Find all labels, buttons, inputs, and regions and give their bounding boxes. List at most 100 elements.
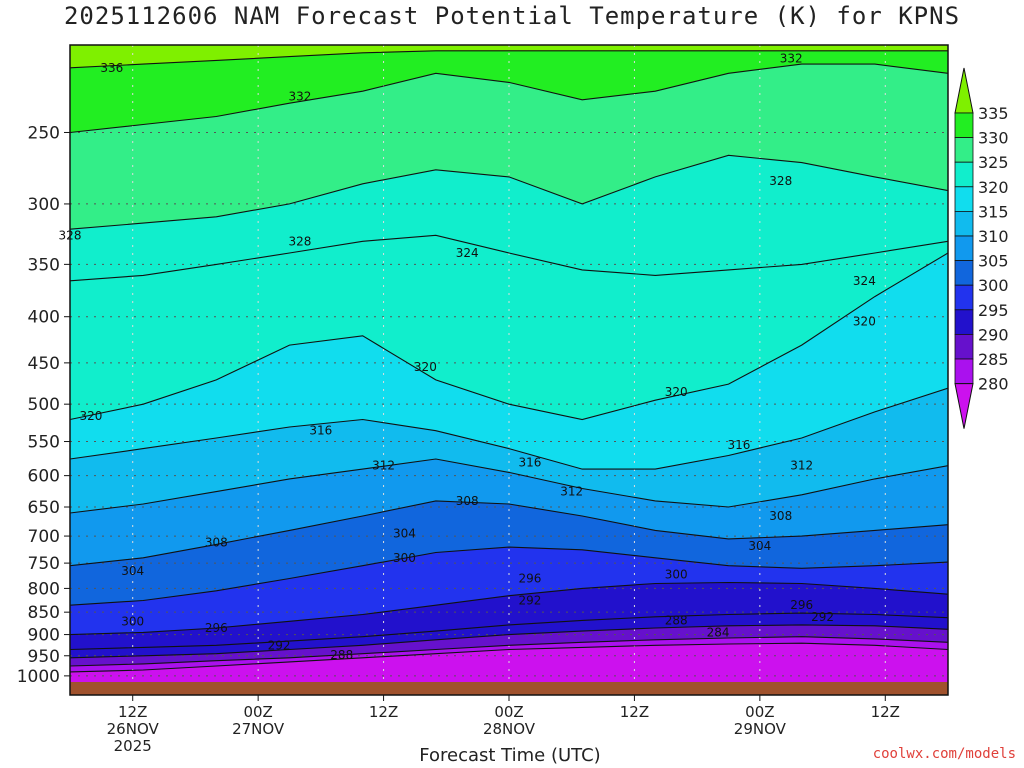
colorbar-label: 310 [978, 227, 1009, 246]
colorbar-label: 295 [978, 301, 1009, 320]
y-tick-label: 800 [28, 579, 60, 599]
colorbar-segment [954, 309, 974, 335]
contour-label: 316 [518, 455, 541, 469]
contour-label: 312 [560, 485, 583, 499]
colorbar-label: 300 [978, 276, 1009, 295]
colorbar-segment [954, 210, 974, 237]
contour-label: 332 [780, 51, 803, 65]
theta-band [70, 64, 948, 230]
x-axis-label: Forecast Time (UTC) [419, 745, 601, 766]
contour-label: 320 [853, 315, 876, 329]
x-tick-label: 12Z [620, 703, 649, 721]
colorbar-label: 290 [978, 325, 1009, 344]
x-tick-label: 26NOV [107, 720, 160, 738]
contour-label: 288 [665, 613, 688, 627]
colorbar-segment [954, 260, 974, 286]
contour-label: 284 [707, 625, 730, 639]
x-tick-label: 28NOV [483, 720, 536, 738]
contour-label: 312 [372, 459, 395, 473]
theta-band [70, 155, 948, 281]
contour-label: 292 [811, 610, 834, 624]
colorbar-label: 325 [978, 153, 1009, 172]
colorbar-label: 315 [978, 202, 1009, 221]
y-tick-label: 300 [28, 195, 60, 215]
y-tick-label: 550 [28, 433, 60, 453]
contour-label: 320 [414, 360, 437, 374]
colorbar-segment [954, 333, 974, 360]
theta-band [70, 582, 948, 650]
y-tick-label: 1000 [17, 667, 60, 687]
contour-label: 304 [393, 526, 416, 540]
colorbar-label: 330 [978, 129, 1009, 148]
y-tick-label: 250 [28, 123, 60, 143]
theta-band [70, 459, 948, 566]
theta-band [70, 50, 948, 133]
isentrope-316 [70, 387, 948, 470]
colorbar-segment [954, 161, 974, 188]
isentrope-324 [70, 234, 948, 282]
colorbar: 335 330 325 320 315 310 305 300 295 290 285 280 [954, 67, 1009, 429]
contour-label: 320 [665, 385, 688, 399]
colorbar-bottom-arrow [954, 383, 974, 429]
contour-label: 300 [393, 551, 416, 565]
contour-label: 300 [665, 567, 688, 581]
colorbar-label: 280 [978, 375, 1009, 394]
isentrope-308 [70, 500, 948, 567]
y-tick-label: 650 [28, 498, 60, 518]
contour-label: 292 [518, 593, 541, 607]
theta-band [70, 624, 948, 666]
isentrope-300 [70, 581, 948, 636]
y-tick-label: 850 [28, 603, 60, 623]
y-tick-label: 750 [28, 554, 60, 574]
contour-label: 312 [790, 459, 813, 473]
x-tick-label: 12Z [369, 703, 398, 721]
contour-label: 336 [100, 61, 123, 75]
y-tick-label: 500 [28, 395, 60, 415]
isentrope-312 [70, 458, 948, 514]
y-axis-ticks: 250 300 350 400 450 500 550 600 650 700 750 800 850 9… [17, 123, 70, 687]
ground-band [70, 682, 948, 695]
theta-band [70, 235, 948, 420]
contour-label: 328 [769, 174, 792, 188]
isentrope-284 [70, 642, 948, 673]
colorbar-label: 320 [978, 178, 1009, 197]
theta-band [70, 636, 948, 672]
isentrope-336 [70, 50, 948, 69]
theta-band [70, 613, 948, 658]
colorbar-label: 305 [978, 252, 1009, 271]
contour-label: 308 [456, 494, 479, 508]
y-tick-label: 450 [28, 354, 60, 374]
contour-label: 324 [456, 246, 479, 260]
colorbar-label: 285 [978, 350, 1009, 369]
isentrope-320 [70, 252, 948, 421]
x-tick-label: 12Z [118, 703, 147, 721]
theta-band [70, 253, 948, 470]
contour-label: 296 [205, 621, 228, 635]
contour-label: 292 [268, 638, 291, 652]
contour-label: 296 [518, 571, 541, 585]
colorbar-segment [954, 186, 974, 212]
site-credit: coolwx.com/models [872, 746, 1016, 762]
theta-shading [70, 45, 948, 695]
y-tick-label: 600 [28, 467, 60, 487]
isentrope-296 [70, 612, 948, 651]
y-tick-label: 950 [28, 647, 60, 667]
x-tick-label: 27NOV [232, 720, 285, 738]
contour-label: 308 [769, 509, 792, 523]
colorbar-segment [954, 358, 974, 385]
x-tick-label: 29NOV [734, 720, 787, 738]
y-tick-label: 700 [28, 527, 60, 547]
contour-label: 316 [309, 424, 332, 438]
contour-label: 308 [205, 536, 228, 550]
y-tick-label: 400 [28, 308, 60, 328]
isentrope-304 [70, 546, 948, 606]
contour-label: 316 [727, 438, 750, 452]
contour-label: 320 [79, 409, 102, 423]
isentrope-288 [70, 636, 948, 667]
isentrope-332 [70, 63, 948, 134]
isentrope-contours [70, 50, 948, 673]
contour-label: 328 [288, 234, 311, 248]
